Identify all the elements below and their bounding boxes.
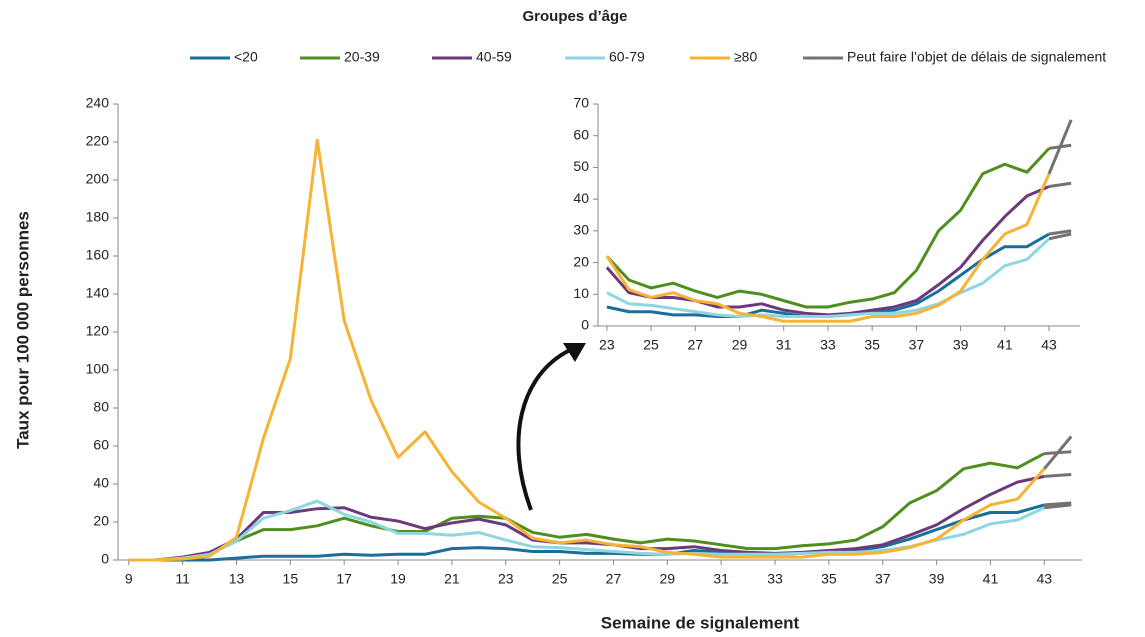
y-tick-label: 20 [93, 513, 109, 529]
y-tick-label: 0 [581, 317, 589, 333]
y-tick-label: 100 [86, 361, 110, 377]
chart-title: Groupes d’âge [522, 8, 627, 25]
y-tick-label: 10 [573, 285, 589, 301]
delay-line [1047, 119, 1073, 175]
x-tick-label: 35 [864, 337, 880, 353]
legend-label: <20 [234, 49, 258, 65]
series-line [605, 185, 1050, 317]
delay-line [1044, 503, 1072, 510]
delay-line [1044, 473, 1072, 478]
x-tick-label: 37 [875, 571, 891, 587]
y-axis-title: Taux pour 100 000 personnes [13, 211, 32, 449]
x-tick-label: 29 [732, 337, 748, 353]
delay-line [1048, 181, 1072, 188]
y-tick-label: 200 [86, 171, 110, 187]
x-tick-label: 41 [983, 571, 999, 587]
y-tick-label: 20 [573, 253, 589, 269]
series-line [128, 452, 1046, 562]
delay-line [1048, 229, 1072, 236]
x-tick-label: 21 [444, 571, 460, 587]
y-tick-label: 220 [86, 133, 110, 149]
delay-line [1044, 501, 1072, 507]
x-tick-label: 37 [909, 337, 925, 353]
series-line [605, 147, 1051, 309]
x-tick-label: 27 [606, 571, 622, 587]
y-tick-label: 40 [573, 190, 589, 206]
x-tick-label: 9 [125, 571, 133, 587]
x-tick-label: 39 [929, 571, 945, 587]
legend-label: 20-39 [344, 49, 380, 65]
y-tick-label: 30 [573, 222, 589, 238]
x-tick-label: 29 [660, 571, 676, 587]
y-tick-label: 240 [86, 95, 110, 111]
y-tick-label: 140 [86, 285, 110, 301]
x-tick-label: 35 [821, 571, 837, 587]
x-tick-label: 31 [713, 571, 729, 587]
x-tick-label: 19 [390, 571, 406, 587]
y-tick-label: 180 [86, 209, 110, 225]
legend-label: Peut faire l’objet de délais de signalem… [847, 49, 1106, 65]
series-line [606, 237, 1051, 318]
legend-label: 60-79 [609, 49, 645, 65]
series-line [128, 499, 1045, 562]
x-tick-label: 39 [953, 337, 969, 353]
y-tick-label: 120 [86, 323, 110, 339]
x-tick-label: 25 [643, 337, 659, 353]
x-tick-label: 33 [767, 571, 783, 587]
x-tick-label: 23 [498, 571, 514, 587]
y-tick-label: 50 [573, 158, 589, 174]
legend-label: 40-59 [476, 49, 512, 65]
x-tick-label: 43 [1037, 571, 1053, 587]
series-line [606, 232, 1050, 318]
arrow [516, 348, 571, 511]
y-tick-label: 160 [86, 247, 110, 263]
x-tick-label: 31 [776, 337, 792, 353]
x-tick-label: 25 [552, 571, 568, 587]
series-line [128, 503, 1045, 562]
x-tick-label: 15 [283, 571, 299, 587]
delay-line [1048, 232, 1072, 241]
x-tick-label: 41 [997, 337, 1013, 353]
x-tick-label: 17 [336, 571, 352, 587]
y-tick-label: 40 [93, 475, 109, 491]
y-tick-label: 60 [93, 437, 109, 453]
series-line [605, 173, 1051, 323]
y-tick-label: 70 [573, 95, 589, 111]
y-tick-label: 80 [93, 399, 109, 415]
y-tick-label: 60 [573, 126, 589, 142]
arrow-head [563, 343, 586, 362]
legend-label: ≥80 [734, 49, 757, 65]
y-tick-label: 0 [101, 551, 109, 567]
x-tick-label: 23 [599, 337, 615, 353]
x-axis-title: Semaine de signalement [601, 613, 800, 632]
x-tick-label: 33 [820, 337, 836, 353]
x-tick-label: 11 [175, 571, 190, 587]
x-tick-label: 27 [687, 337, 703, 353]
x-tick-label: 13 [229, 571, 245, 587]
series-line [128, 138, 1046, 562]
delay-line [1043, 435, 1073, 470]
x-tick-label: 43 [1041, 337, 1057, 353]
